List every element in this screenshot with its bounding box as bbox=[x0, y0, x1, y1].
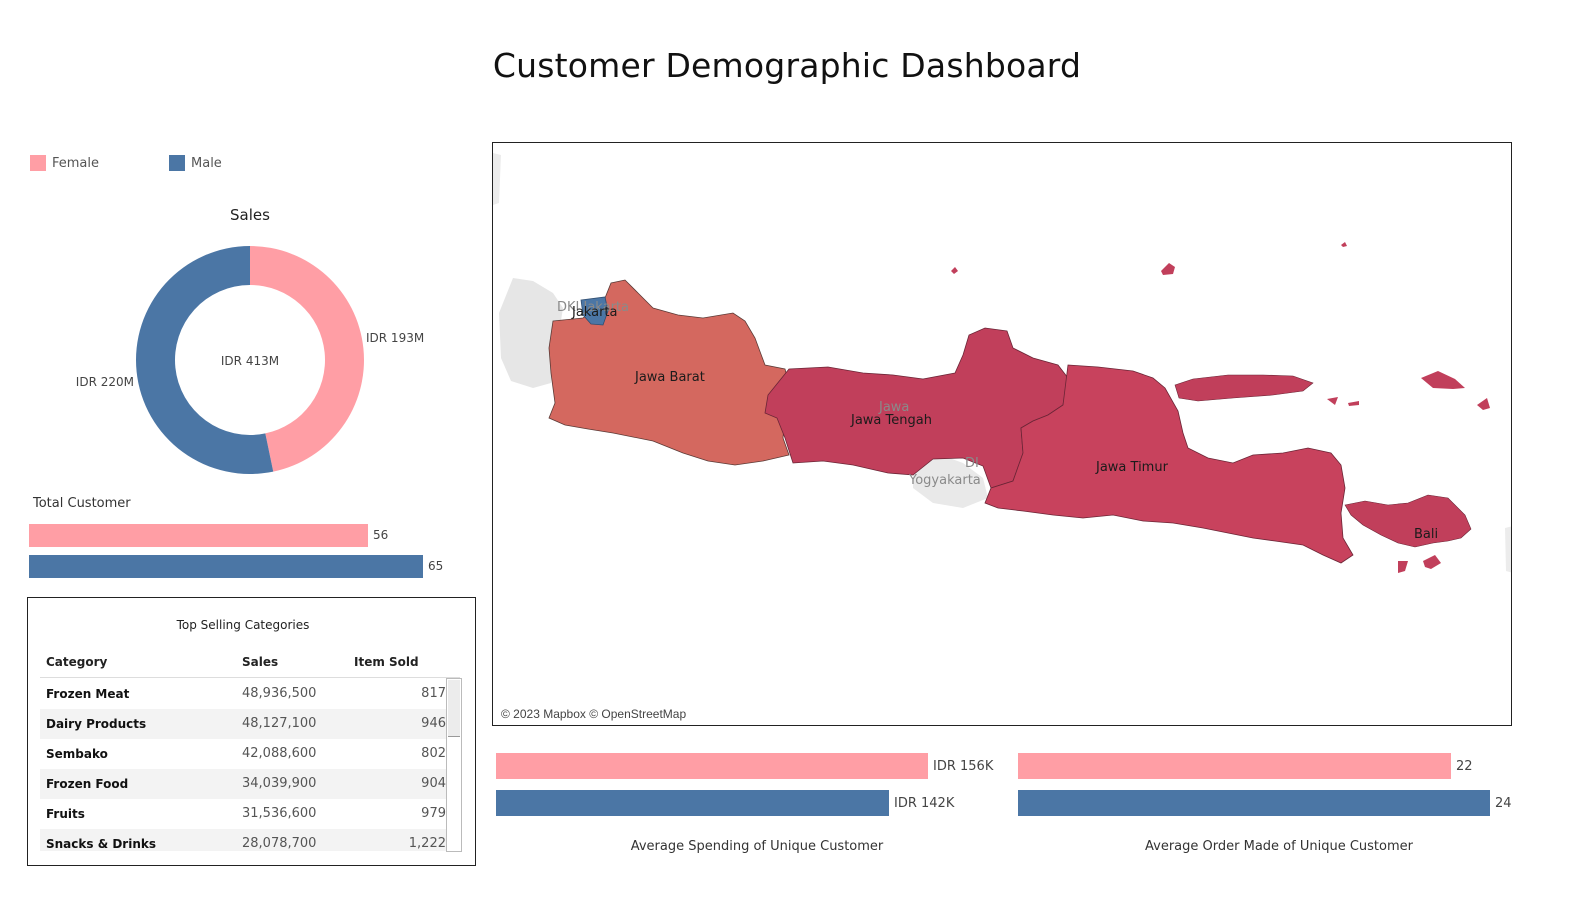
cell-category: Dairy Products bbox=[46, 717, 147, 731]
scrollbar-thumb[interactable] bbox=[448, 680, 460, 737]
region-jakarta[interactable] bbox=[580, 296, 609, 326]
map-canvas: DKI Jakarta DI Jawa Yogyakarta Jakarta J… bbox=[493, 153, 1511, 573]
map-label-jawa-timur: Jawa Timur bbox=[1095, 460, 1169, 475]
region-bali[interactable] bbox=[1344, 494, 1472, 548]
island[interactable] bbox=[1341, 242, 1347, 247]
table-title: Top Selling Categories bbox=[176, 618, 310, 632]
cell-category: Frozen Food bbox=[46, 777, 129, 791]
avg-order-title: Average Order Made of Unique Customer bbox=[1145, 839, 1413, 854]
island[interactable] bbox=[1423, 555, 1441, 569]
total-customer-title: Total Customer bbox=[33, 496, 131, 511]
cell-sales: 28,078,700 bbox=[242, 836, 317, 851]
region-jawa-timur-madura[interactable] bbox=[1174, 374, 1314, 402]
legend-swatch-male bbox=[169, 155, 186, 171]
cell-item-sold: 946 bbox=[421, 716, 446, 731]
table-row[interactable]: Sembako 42,088,600 802 bbox=[40, 739, 458, 769]
cell-item-sold: 904 bbox=[421, 776, 446, 791]
top-selling-table: Top Selling Categories Category Sales It… bbox=[27, 597, 476, 866]
land-background bbox=[499, 278, 563, 388]
cell-category: Sembako bbox=[46, 747, 108, 761]
total-customer-value-male: 65 bbox=[428, 559, 444, 573]
map-attribution[interactable]: © 2023 Mapbox © OpenStreetMap bbox=[501, 707, 687, 721]
avg-order-value-female: 22 bbox=[1456, 759, 1473, 774]
cell-sales: 48,936,500 bbox=[242, 686, 317, 701]
sales-donut-chart: IDR 413M IDR 193M IDR 220M bbox=[76, 246, 424, 474]
avg-order-value-male: 24 bbox=[1495, 796, 1512, 811]
gender-legend[interactable]: Female Male bbox=[30, 155, 222, 171]
land-background bbox=[913, 455, 988, 508]
table-row[interactable]: Frozen Meat 48,936,500 817 bbox=[40, 679, 458, 709]
donut-label-male: IDR 220M bbox=[76, 375, 134, 389]
island[interactable] bbox=[1348, 401, 1359, 406]
cell-category: Snacks & Drinks bbox=[46, 837, 156, 851]
header-divider bbox=[40, 677, 460, 678]
cell-category: Frozen Meat bbox=[46, 687, 130, 701]
table-row[interactable]: Fruits 31,536,600 979 bbox=[40, 799, 458, 829]
avg-spending-title: Average Spending of Unique Customer bbox=[630, 839, 884, 854]
cell-item-sold: 817 bbox=[421, 686, 446, 701]
dashboard-title: Customer Demographic Dashboard bbox=[492, 46, 1082, 85]
avg-spending-bar-female[interactable] bbox=[496, 753, 928, 779]
map-label-di: DI bbox=[965, 456, 979, 471]
legend-label-male: Male bbox=[191, 155, 222, 171]
island[interactable] bbox=[1161, 263, 1175, 275]
cell-sales: 31,536,600 bbox=[242, 806, 317, 821]
island[interactable] bbox=[1421, 371, 1465, 389]
sales-donut-title: Sales bbox=[230, 206, 270, 224]
avg-order-bar-female[interactable] bbox=[1018, 753, 1451, 779]
avg-spending-value-female: IDR 156K bbox=[933, 759, 994, 774]
map-label-yogyakarta: Yogyakarta bbox=[908, 473, 981, 488]
table-row[interactable]: Frozen Food 34,039,900 904 bbox=[40, 769, 458, 799]
island[interactable] bbox=[1477, 398, 1490, 410]
cell-item-sold: 802 bbox=[421, 746, 446, 761]
legend-item-female[interactable]: Female bbox=[30, 155, 99, 171]
cell-sales: 34,039,900 bbox=[242, 776, 317, 791]
cell-category: Fruits bbox=[46, 807, 85, 821]
map-label-bali: Bali bbox=[1414, 527, 1438, 542]
legend-swatch-female bbox=[30, 155, 46, 171]
land-background bbox=[1505, 526, 1511, 573]
donut-center-label: IDR 413M bbox=[221, 354, 279, 368]
cell-item-sold: 979 bbox=[421, 806, 446, 821]
col-header-item-sold[interactable]: Item Sold bbox=[354, 655, 419, 669]
island[interactable] bbox=[1327, 397, 1338, 405]
cell-sales: 48,127,100 bbox=[242, 716, 317, 731]
col-header-category[interactable]: Category bbox=[46, 655, 108, 669]
donut-slices bbox=[136, 246, 365, 474]
map-label-jawa-barat: Jawa Barat bbox=[634, 370, 705, 385]
avg-spending-value-male: IDR 142K bbox=[894, 796, 955, 811]
cell-item-sold: 1,222 bbox=[408, 836, 446, 851]
total-customer-value-female: 56 bbox=[373, 528, 389, 542]
island[interactable] bbox=[1398, 561, 1408, 573]
legend-item-male[interactable]: Male bbox=[169, 155, 222, 171]
land-background bbox=[493, 153, 501, 205]
total-customer-bar-male[interactable] bbox=[29, 555, 423, 578]
table-row[interactable]: Snacks & Drinks 28,078,700 1,222 bbox=[40, 829, 458, 851]
total-customer-bar-female[interactable] bbox=[29, 524, 368, 547]
donut-slice-male[interactable] bbox=[136, 246, 274, 474]
map-label-dki: DKI Jakarta bbox=[557, 300, 629, 315]
region-map[interactable]: DKI Jakarta DI Jawa Yogyakarta Jakarta J… bbox=[492, 142, 1512, 726]
map-label-jakarta: Jakarta bbox=[571, 305, 617, 320]
donut-slice-female[interactable] bbox=[250, 246, 365, 472]
map-label-jawa: Jawa bbox=[878, 400, 909, 415]
legend-label-female: Female bbox=[52, 155, 100, 171]
avg-spending-bar-male[interactable] bbox=[496, 790, 889, 816]
region-jawa-timur[interactable] bbox=[984, 364, 1354, 564]
map-label-jawa-tengah: Jawa Tengah bbox=[850, 413, 932, 428]
island[interactable] bbox=[951, 267, 958, 274]
avg-order-bar-male[interactable] bbox=[1018, 790, 1490, 816]
col-header-sales[interactable]: Sales bbox=[242, 655, 279, 669]
cell-sales: 42,088,600 bbox=[242, 746, 317, 761]
donut-label-female: IDR 193M bbox=[366, 331, 424, 345]
table-row[interactable]: Dairy Products 48,127,100 946 bbox=[40, 709, 458, 739]
table-scrollbar[interactable] bbox=[446, 678, 462, 852]
